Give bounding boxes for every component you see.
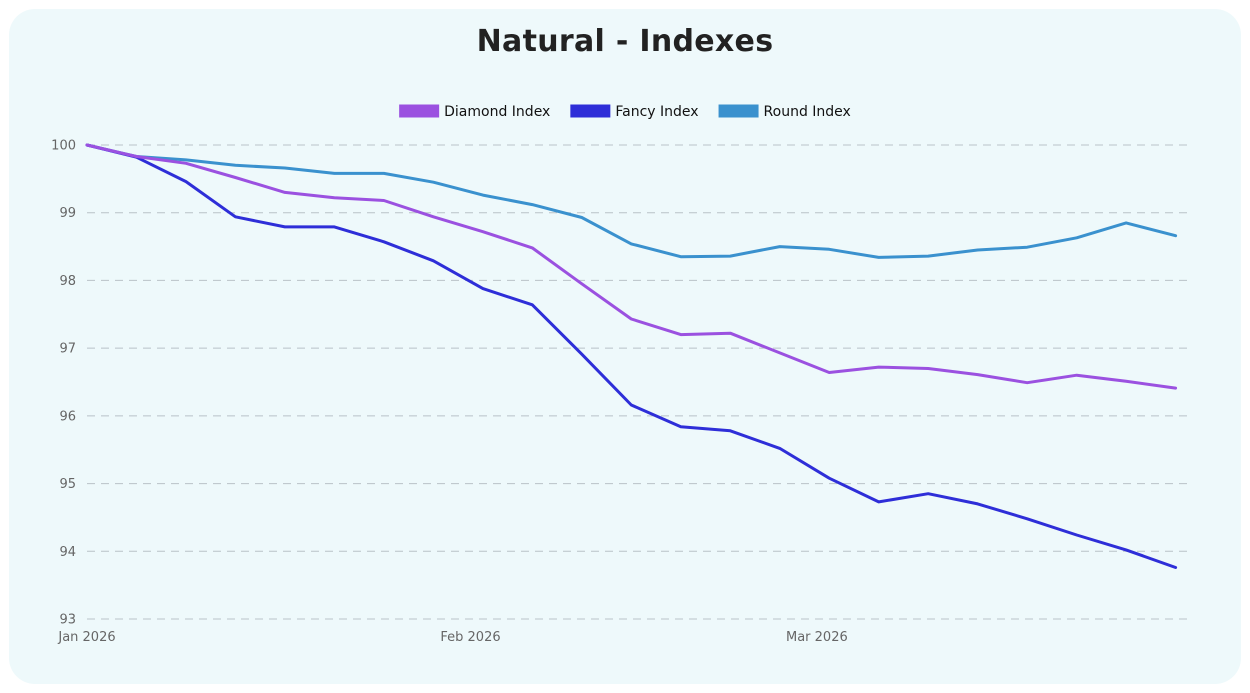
y-tick-label: 95: [59, 477, 76, 492]
y-tick-label: 98: [59, 274, 76, 289]
y-tick-label: 94: [59, 545, 76, 560]
y-axis-ticks: 93 94 95 96 97 98 99 100: [51, 139, 76, 628]
series-line-round-index: [85, 143, 1178, 259]
legend-item-fancy-index[interactable]: Fancy Index: [570, 104, 699, 120]
chart-title: Natural - Indexes: [476, 24, 774, 59]
grid-lines: [87, 144, 1188, 620]
x-tick-label: Mar 2026: [786, 630, 848, 645]
y-tick-label: 100: [51, 139, 76, 154]
chart-card: [9, 9, 1241, 684]
legend-label: Diamond Index: [444, 104, 550, 120]
legend-swatch: [718, 104, 759, 118]
x-axis-ticks: Jan 2026 Feb 2026 Mar 2026: [57, 630, 847, 645]
x-tick-label: Feb 2026: [440, 630, 500, 645]
y-tick-label: 99: [59, 206, 76, 221]
legend: Diamond Index Fancy Index Round Index: [399, 104, 851, 120]
legend-swatch: [399, 104, 440, 118]
y-tick-label: 97: [59, 342, 76, 357]
y-tick-label: 93: [59, 613, 76, 628]
series-lines: [85, 143, 1178, 569]
series-line-fancy-index: [85, 143, 1178, 569]
legend-label: Round Index: [764, 104, 851, 120]
x-tick-label: Jan 2026: [57, 630, 115, 645]
legend-item-diamond-index[interactable]: Diamond Index: [399, 104, 550, 120]
legend-item-round-index[interactable]: Round Index: [718, 104, 851, 120]
y-tick-label: 96: [59, 409, 76, 424]
legend-swatch: [570, 104, 611, 118]
legend-label: Fancy Index: [615, 104, 698, 120]
series-line-diamond-index: [85, 143, 1178, 390]
